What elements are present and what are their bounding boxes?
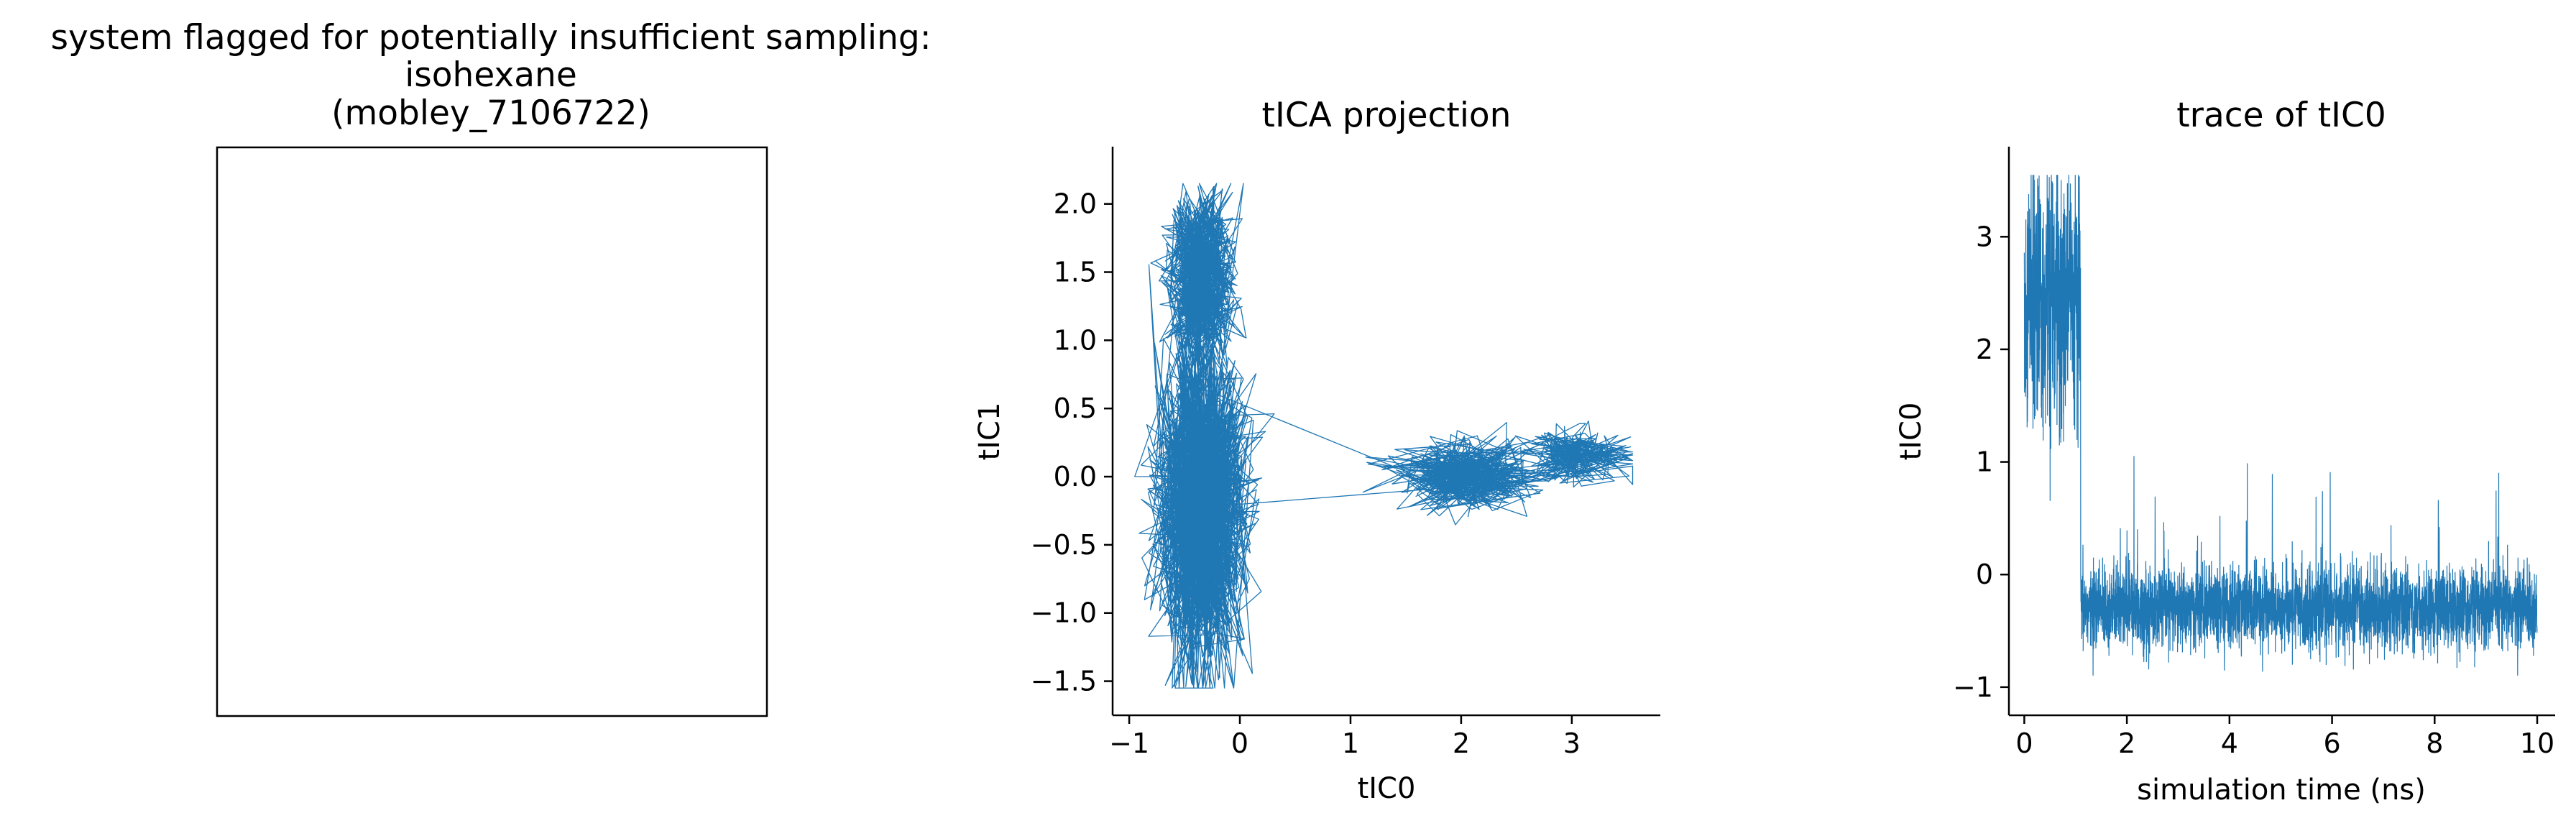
trace-x-tick-label: 10 (2520, 728, 2554, 759)
panel-image-title-line-3: (mobley_7106722) (331, 93, 650, 133)
tica-y-ticks: −1.5 −1.0 −0.5 0.0 0.5 1.0 1.5 2.0 (1031, 188, 1113, 697)
tica-y-tick-label: 1.0 (1054, 324, 1097, 356)
tica-trajectory-path (1134, 183, 1634, 689)
tica-x-label: tIC0 (1358, 772, 1416, 805)
trace-y-tick-label: 2 (1976, 334, 1993, 365)
trace-y-tick-label: 0 (1976, 559, 1993, 590)
tica-series-line (1134, 183, 1634, 689)
panel-image-title-line-2: isohexane (405, 55, 577, 95)
trace-y-label: tIC0 (1895, 403, 1928, 461)
trace-tic0-path (2023, 175, 2538, 676)
panel-image: system flagged for potentially insuffici… (50, 18, 932, 717)
tica-y-tick-label: 2.0 (1054, 188, 1097, 220)
trace-x-tick-label: 8 (2426, 728, 2443, 759)
tica-x-ticks: −1 0 1 2 3 (1109, 715, 1581, 759)
trace-title: trace of tIC0 (2176, 96, 2386, 135)
trace-x-tick-label: 4 (2221, 728, 2238, 759)
tica-y-tick-label: 0.5 (1054, 393, 1097, 424)
trace-x-tick-label: 6 (2323, 728, 2340, 759)
trace-x-tick-label: 0 (2015, 728, 2033, 759)
tica-y-tick-label: −0.5 (1031, 529, 1097, 561)
tica-x-tick-label: 2 (1453, 728, 1470, 759)
tica-x-tick-label: 3 (1563, 728, 1581, 759)
tica-title: tICA projection (1262, 96, 1512, 135)
tica-x-tick-label: −1 (1109, 728, 1149, 759)
trace-y-ticks: −1 0 1 2 3 (1953, 221, 2009, 703)
blank-image-frame (216, 146, 768, 717)
panel-image-title-line-1: system flagged for potentially insuffici… (50, 18, 931, 58)
trace-y-tick-label: 3 (1976, 221, 1993, 252)
trace-x-tick-label: 2 (2118, 728, 2135, 759)
panel-trace: trace of tIC0 0 2 4 6 8 10 −1 0 1 2 3 simulation … (1895, 96, 2555, 807)
tica-y-tick-label: −1.0 (1031, 597, 1097, 629)
tica-y-tick-label: 1.5 (1054, 257, 1097, 288)
trace-x-ticks: 0 2 4 6 8 10 (2015, 715, 2554, 759)
trace-y-tick-label: 1 (1976, 446, 1993, 478)
tica-y-tick-label: −1.5 (1031, 666, 1097, 697)
trace-y-tick-label: −1 (1953, 671, 1993, 703)
trace-series-line (2023, 175, 2538, 676)
tica-x-tick-label: 0 (1231, 728, 1248, 759)
tica-y-label: tIC1 (973, 403, 1006, 461)
tica-x-tick-label: 1 (1342, 728, 1359, 759)
panel-tica: tICA projection −1 0 1 2 3 −1.5 −1.0 −0.5 0.0 0.… (973, 96, 1660, 805)
tica-y-tick-label: 0.0 (1054, 461, 1097, 492)
trace-x-label: simulation time (ns) (2137, 774, 2426, 807)
